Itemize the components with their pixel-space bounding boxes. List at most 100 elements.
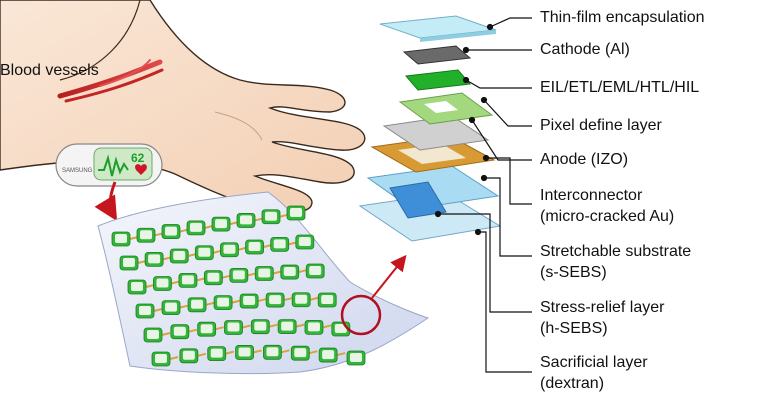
interconnect-wire (257, 298, 267, 303)
interconnect-wire (336, 352, 346, 357)
interconnect-wire (283, 297, 293, 302)
oled-pixel-cap (290, 208, 302, 217)
label-cathode: Cathode (Al) (540, 41, 630, 58)
oled-pixel-cap (207, 272, 220, 282)
oled-pixel-cap (131, 282, 143, 291)
oled-pixel-cap (243, 296, 256, 306)
label-stress-relief: Stress-relief layer (540, 299, 665, 316)
arrow-device-to-array (94, 181, 118, 222)
oled-pixel-cap (200, 324, 213, 334)
label-sacrificial: Sacrificial layer (540, 354, 648, 371)
oled-pixel-cap (273, 239, 286, 249)
oled-pixel-cap (266, 347, 279, 357)
oled-pixel-cap (148, 254, 161, 264)
label-sacrificial-sub: (dextran) (540, 375, 605, 392)
oled-pixel-cap (123, 258, 135, 267)
oled-pixel-cap (240, 215, 252, 225)
blood-vessels (57, 59, 164, 103)
magnified-pixel-circle (340, 294, 382, 336)
oled-pixel-cap (115, 234, 127, 243)
oled-pixel-cap (334, 324, 347, 333)
interconnect-wire (295, 323, 305, 328)
label-encapsulation: Thin-film encapsulation (540, 9, 705, 26)
oled-pixel-cap (322, 350, 335, 360)
oled-pixel-cap (295, 294, 308, 304)
interconnect-wire (269, 323, 278, 328)
interconnect-wire (298, 269, 307, 274)
oled-pixel-cap (182, 350, 195, 360)
interconnect-wire (225, 350, 234, 355)
interconnect-wire (145, 284, 155, 288)
interconnect-wire (169, 356, 179, 360)
oled-pixel-cap (215, 219, 227, 229)
oled-pixel-cap (298, 237, 311, 246)
oled-pixel-cap (227, 322, 240, 332)
oled-pixel-cap (283, 267, 296, 277)
label-interconnector-sub: (micro-cracked Au) (540, 208, 675, 225)
oled-pixel-cap (210, 348, 223, 358)
oled-pixel-cap (223, 244, 236, 254)
interconnect-wire (161, 332, 171, 336)
oled-pixel-cap (281, 321, 294, 331)
oled-pixel-cap (147, 330, 159, 339)
heart-rate-value: 62 (131, 151, 145, 165)
oled-pixel-cap (321, 295, 334, 304)
interconnect-wire (222, 274, 231, 279)
interconnect-wire (273, 270, 282, 275)
oled-pixel-cap (173, 250, 186, 260)
oled-pixel-cap (173, 326, 186, 336)
interconnect-wire (231, 299, 241, 304)
oled-pixel-cap (155, 354, 167, 363)
label-substrate-sub: (s-SEBS) (540, 264, 607, 281)
oled-pixel-cap (190, 222, 202, 232)
interconnect-wire (309, 350, 318, 355)
interconnect-wire (238, 246, 247, 251)
interconnect-wire (263, 244, 272, 248)
oled-pixel-cap (294, 348, 307, 358)
oled-pixel-cap (156, 278, 169, 288)
interconnect-wire (247, 272, 257, 277)
interconnect-wire (197, 352, 207, 357)
interconnect-wire (188, 328, 198, 333)
label-stress-relief-sub: (h-SEBS) (540, 320, 608, 337)
interconnect-wire (253, 349, 262, 354)
blood-vessels-label: Blood vessels (0, 62, 99, 79)
oled-pixel-cap (254, 321, 267, 331)
oled-pixel-cap (265, 211, 277, 221)
label-pixel-define: Pixel define layer (540, 117, 662, 134)
wrist-display-device: SAMSUNG 62 (55, 143, 163, 187)
pixel-grid (111, 205, 366, 367)
interconnect-wire (288, 241, 297, 246)
oled-pixel-cap (165, 302, 178, 312)
oled-pixel-cap (191, 299, 204, 309)
oled-pixel-cap (232, 270, 245, 280)
interconnect-wire (153, 308, 163, 312)
interconnect-wire (309, 296, 319, 301)
oled-pixel-cap (238, 347, 251, 357)
interconnect-wire (281, 349, 290, 354)
label-substrate: Stretchable substrate (540, 243, 692, 260)
layer-eil-stack (405, 69, 471, 91)
interconnect-wire (187, 253, 197, 257)
layer-stress-relief (389, 181, 447, 219)
interconnect-wire (242, 324, 251, 329)
oled-pixel-cap (217, 297, 230, 307)
oled-pixel-cap (198, 247, 211, 257)
oled-pixel-cap (181, 275, 194, 285)
oled-pixel-cap (350, 353, 362, 362)
interconnect-wire (179, 304, 189, 309)
stretchable-oled-array (97, 191, 430, 375)
interconnect-wire (137, 260, 147, 264)
oled-pixel-cap (140, 230, 152, 240)
oled-pixel-cap (309, 266, 322, 275)
arrow-to-layer-stack (371, 254, 407, 299)
heart-icon (135, 164, 147, 175)
device-brand: SAMSUNG (62, 168, 93, 174)
label-anode: Anode (IZO) (540, 151, 629, 168)
oled-pixel-cap (307, 322, 320, 332)
interconnect-wire (215, 326, 224, 331)
interconnect-wire (213, 249, 222, 254)
oled-pixel-cap (248, 241, 261, 251)
oled-pixel-cap (165, 226, 177, 236)
